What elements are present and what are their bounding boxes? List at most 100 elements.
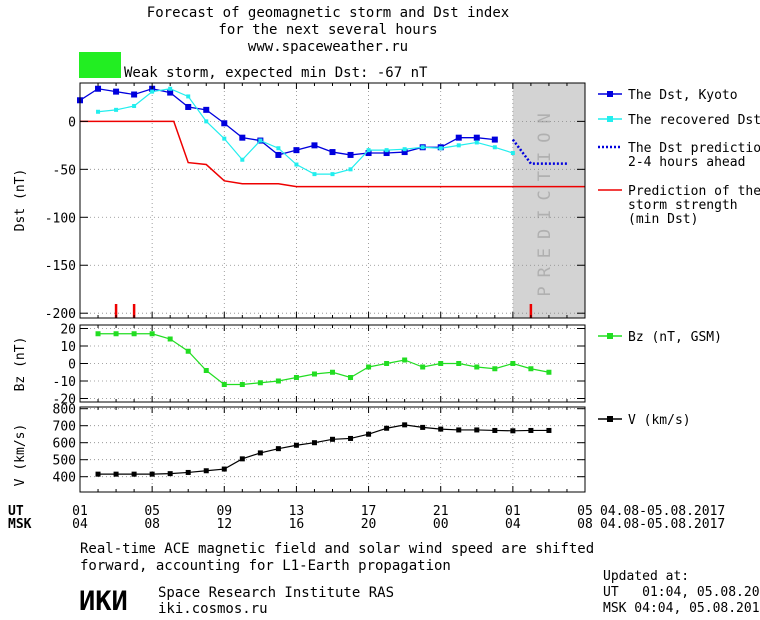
data-point xyxy=(96,109,101,114)
legend-label: Prediction of the xyxy=(628,184,760,199)
msk-axis-label: MSK xyxy=(8,517,32,532)
y-tick-label: 700 xyxy=(53,420,76,435)
ut-tick-label: 21 xyxy=(433,504,449,519)
data-point xyxy=(510,151,515,156)
data-point xyxy=(384,361,390,366)
ut-tick-label: 01 xyxy=(505,504,521,519)
ut-axis-label: UT xyxy=(8,504,24,519)
updated-ut: UT 01:04, 05.08.2017 xyxy=(603,585,760,600)
data-point xyxy=(366,364,372,370)
y-tick-label: -50 xyxy=(53,163,76,178)
data-point xyxy=(474,427,480,433)
series-line xyxy=(98,333,550,386)
data-point xyxy=(95,85,102,92)
msk-tick-label: 12 xyxy=(216,517,232,532)
msk-date-range: 04.08-05.08.2017 xyxy=(600,517,725,532)
y-tick-label: 500 xyxy=(53,454,76,469)
data-point xyxy=(95,471,101,477)
data-point xyxy=(492,366,498,372)
chart-title-line1: Forecast of geomagnetic storm and Dst in… xyxy=(147,5,509,21)
v-panel: 800 700 600 500 400 V (km/s) xyxy=(13,403,586,493)
data-point xyxy=(492,427,498,433)
data-point xyxy=(149,471,155,477)
data-point xyxy=(510,428,516,434)
legend-label: (min Dst) xyxy=(628,212,698,227)
dst-panel: PREDICTION 0 -50 -100 -150 -200 Dst (nT) xyxy=(13,82,586,322)
legend: The Dst, Kyoto The recovered Dst The Dst p… xyxy=(598,88,760,428)
time-axis: UT MSK 01040508091213161720210001040508 … xyxy=(8,504,725,532)
data-point xyxy=(131,331,137,337)
data-point xyxy=(420,145,425,150)
ut-tick-label: 17 xyxy=(361,504,377,519)
data-point xyxy=(473,134,480,141)
y-tick-label: 400 xyxy=(53,471,76,486)
msk-tick-label: 04 xyxy=(72,517,88,532)
data-point xyxy=(293,375,299,380)
data-point xyxy=(239,456,245,462)
data-point xyxy=(221,382,227,387)
y-tick-label: 800 xyxy=(53,403,76,418)
msk-tick-label: 08 xyxy=(144,517,160,532)
storm-forecast-text: Weak storm, expected min Dst: -67 nT xyxy=(124,65,428,81)
data-point xyxy=(203,468,209,474)
institute-name: Space Research Institute RAS xyxy=(158,585,394,601)
data-point xyxy=(456,143,461,148)
data-point xyxy=(131,471,137,477)
ut-tick-label: 01 xyxy=(72,504,88,519)
data-point xyxy=(491,136,498,143)
legend-label: V (km/s) xyxy=(628,413,691,428)
data-point xyxy=(420,364,426,370)
data-point xyxy=(167,471,173,477)
iki-logo: ИКИ xyxy=(79,586,128,617)
legend-label: The Dst prediction xyxy=(628,141,760,156)
data-point xyxy=(402,422,408,428)
data-point xyxy=(438,361,444,366)
data-point xyxy=(204,119,209,124)
data-point xyxy=(293,147,300,154)
data-point xyxy=(311,371,317,377)
y-tick-label: 0 xyxy=(68,115,76,130)
ut-date-range: 04.08-05.08.2017 xyxy=(600,504,725,519)
data-point xyxy=(294,162,299,167)
data-point xyxy=(510,361,516,366)
data-point xyxy=(221,466,227,472)
y-tick-label: 10 xyxy=(60,340,76,355)
data-point xyxy=(348,435,354,441)
msk-tick-label: 20 xyxy=(361,517,377,532)
v-plot-frame xyxy=(79,406,586,493)
data-point xyxy=(113,471,119,477)
legend-label: The Dst, Kyoto xyxy=(628,88,738,103)
legend-label: Bz (nT, GSM) xyxy=(628,330,722,345)
data-point xyxy=(275,446,281,452)
data-point xyxy=(149,331,155,337)
prediction-zone-label: PREDICTION xyxy=(535,104,555,296)
data-point xyxy=(348,375,354,380)
data-point xyxy=(455,134,462,141)
data-point xyxy=(131,91,138,98)
data-point xyxy=(330,436,335,442)
data-point xyxy=(203,106,210,113)
data-point xyxy=(276,146,281,151)
data-point xyxy=(185,348,191,354)
data-point xyxy=(257,380,263,386)
data-point xyxy=(312,172,317,177)
ut-tick-label: 13 xyxy=(289,504,305,519)
y-tick-label: -150 xyxy=(45,259,76,274)
data-point xyxy=(132,104,137,109)
y-tick-label: 20 xyxy=(60,323,76,338)
legend-label: 2-4 hours ahead xyxy=(628,155,745,170)
dst-axis-label: Dst (nT) xyxy=(13,169,28,232)
data-point xyxy=(401,149,408,156)
ut-tick-label: 09 xyxy=(216,504,232,519)
bz-axis-label: Bz (nT) xyxy=(13,337,28,392)
legend-marker xyxy=(607,333,613,339)
data-point xyxy=(293,442,299,448)
data-point xyxy=(546,369,552,375)
msk-tick-label: 16 xyxy=(289,517,305,532)
y-tick-label: 0 xyxy=(68,358,76,373)
legend-marker xyxy=(607,91,613,97)
data-point xyxy=(167,89,174,96)
data-point xyxy=(438,146,443,151)
data-point xyxy=(546,427,552,433)
legend-label: The recovered Dst xyxy=(628,113,760,128)
